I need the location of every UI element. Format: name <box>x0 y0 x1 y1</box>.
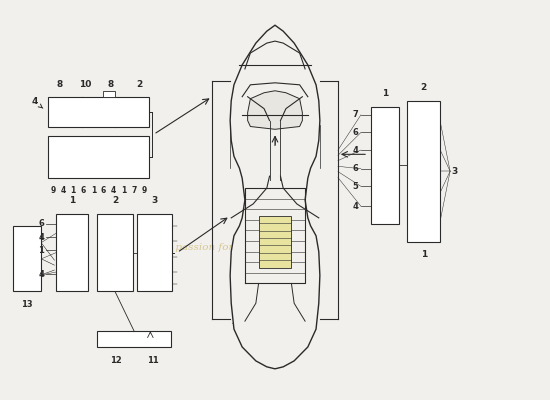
Text: 3: 3 <box>451 167 458 176</box>
Text: 6: 6 <box>101 186 106 195</box>
Text: 2: 2 <box>421 83 427 92</box>
Text: 1: 1 <box>70 186 76 195</box>
Bar <box>48 136 149 178</box>
Polygon shape <box>230 25 320 369</box>
Text: 6: 6 <box>81 186 86 195</box>
Bar <box>13 226 41 291</box>
Text: 6: 6 <box>38 220 44 228</box>
Text: 2: 2 <box>112 196 118 205</box>
Text: 1: 1 <box>121 186 126 195</box>
Bar <box>136 214 172 291</box>
Bar <box>48 97 149 126</box>
Text: 1: 1 <box>91 186 96 195</box>
Text: 4: 4 <box>31 97 43 108</box>
Text: 10: 10 <box>79 80 91 89</box>
Text: 1: 1 <box>38 246 44 255</box>
Text: 7: 7 <box>131 186 136 195</box>
Bar <box>258 216 292 268</box>
Text: 1: 1 <box>421 250 427 260</box>
Text: 2: 2 <box>136 80 142 89</box>
Text: 6: 6 <box>353 164 359 173</box>
Text: 5: 5 <box>353 182 359 191</box>
Text: a passion for excellence: a passion for excellence <box>166 243 292 252</box>
Text: 8: 8 <box>108 80 114 89</box>
Text: 4: 4 <box>353 146 359 154</box>
Text: 13: 13 <box>21 300 33 309</box>
Text: 6: 6 <box>353 128 359 137</box>
Bar <box>408 101 440 242</box>
Text: 4: 4 <box>38 270 44 279</box>
Text: 4: 4 <box>60 186 65 195</box>
Text: 3: 3 <box>151 196 157 205</box>
Text: 9: 9 <box>51 186 56 195</box>
Bar <box>97 214 133 291</box>
Bar <box>103 91 114 97</box>
Bar <box>371 107 399 224</box>
Text: 12: 12 <box>110 356 122 365</box>
Text: 9: 9 <box>141 186 147 195</box>
Text: 7: 7 <box>353 110 359 119</box>
Text: 1: 1 <box>69 196 75 205</box>
Text: 4: 4 <box>38 233 44 242</box>
Text: 4: 4 <box>353 202 359 211</box>
Text: 4: 4 <box>111 186 117 195</box>
Text: 1: 1 <box>382 89 388 98</box>
Text: 11: 11 <box>147 356 158 365</box>
Text: 8: 8 <box>57 80 63 89</box>
Bar <box>97 331 171 347</box>
Bar <box>56 214 88 291</box>
Polygon shape <box>248 91 302 129</box>
